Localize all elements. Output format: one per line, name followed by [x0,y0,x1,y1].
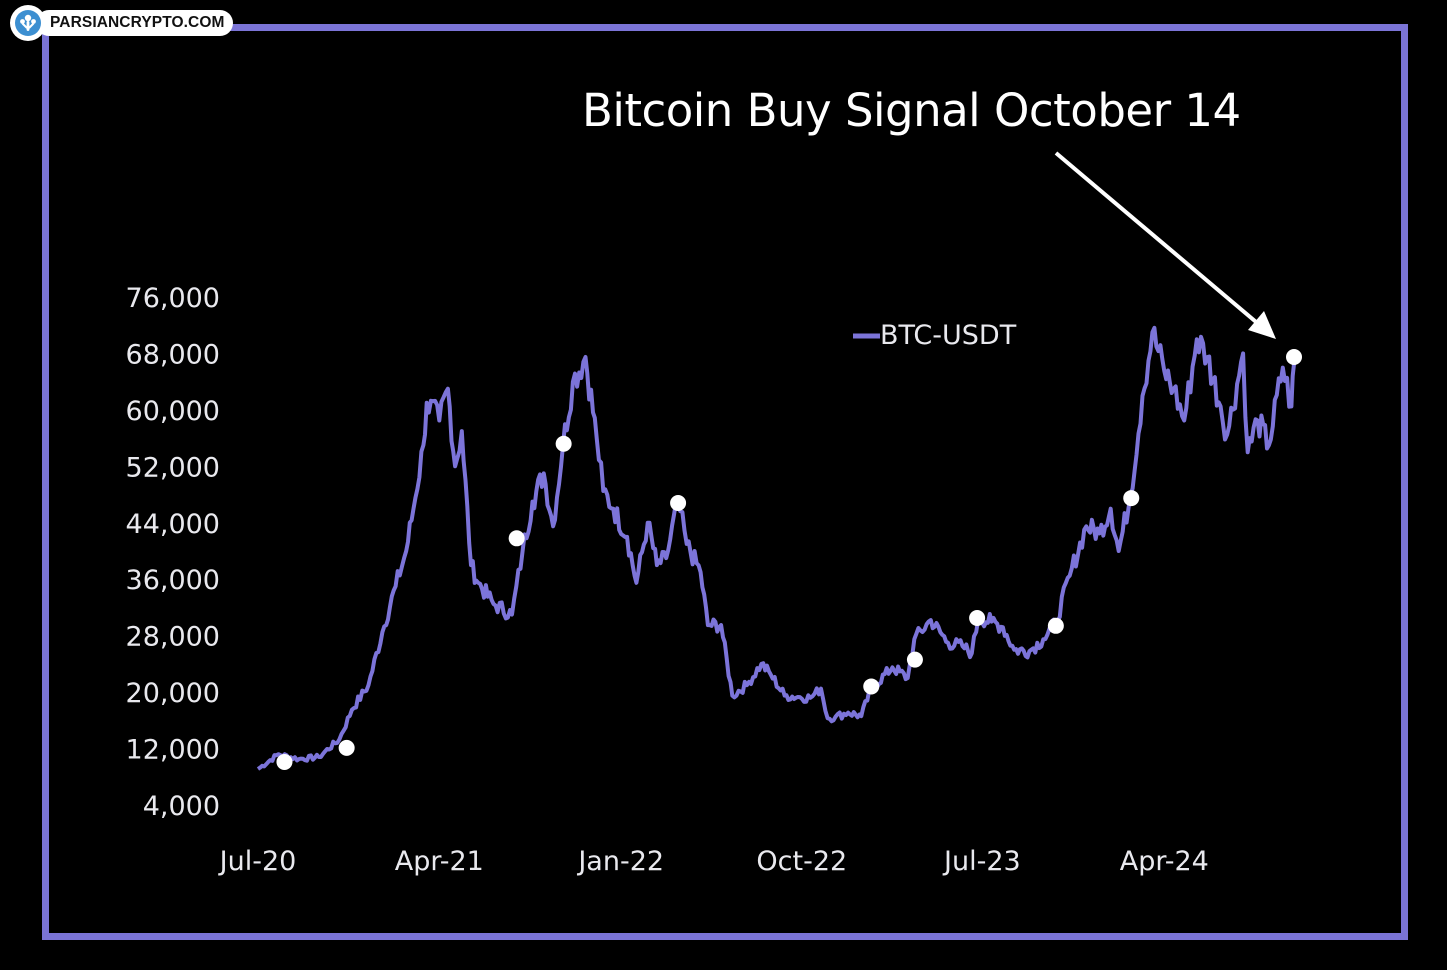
buy-signal-marker[interactable] [555,435,572,452]
buy-signal-marker[interactable] [906,651,923,668]
buy-signal-marker[interactable] [969,610,986,627]
x-tick-label: Apr-24 [1120,846,1209,877]
y-tick-label: 12,000 [126,735,220,766]
buy-signal-marker[interactable] [863,678,880,695]
legend-label[interactable]: BTC-USDT [880,320,1017,351]
buy-signal-marker[interactable] [1047,617,1064,634]
y-tick-label: 36,000 [126,565,220,596]
watermark-text: PARSIANCRYPTO.COM [50,14,225,31]
buy-signal-marker[interactable] [338,739,355,756]
buy-signal-marker[interactable] [1123,490,1140,507]
y-tick-label: 52,000 [126,452,220,483]
y-tick-label: 28,000 [126,622,220,653]
chart-frame [42,24,1408,940]
buy-signal-marker[interactable] [508,530,525,547]
x-tick-label: Oct-22 [756,846,847,877]
x-tick-label: Jul-20 [218,846,297,877]
x-axis: Jul-20 Apr-21 Jan-22 Oct-22 Jul-23 Apr-24 [218,846,1209,877]
y-tick-label: 76,000 [126,283,220,314]
btc-usdt-line [256,325,1296,771]
signal-markers [276,348,1302,770]
arrow-shaft [1054,151,1264,329]
annotation-title: Bitcoin Buy Signal October 14 [582,84,1241,137]
buy-signal-marker[interactable] [670,495,687,512]
logo-icon [10,5,46,41]
buy-signal-marker[interactable] [276,753,293,770]
annotation-arrow [1054,151,1276,339]
series-layer [256,325,1296,771]
watermark: PARSIANCRYPTO.COM [10,5,233,41]
y-axis: 76,000 68,000 60,000 52,000 44,000 36,000 28,0… [126,283,220,822]
y-tick-label: 20,000 [126,678,220,709]
watermark-label[interactable]: PARSIANCRYPTO.COM [36,10,233,36]
buy-signal-marker[interactable] [1286,348,1302,365]
x-tick-label: Apr-21 [395,846,484,877]
y-tick-label: 44,000 [126,509,220,540]
legend: BTC-USDT [853,320,1017,351]
x-tick-label: Jan-22 [576,846,664,877]
x-tick-label: Jul-23 [942,846,1021,877]
y-tick-label: 68,000 [126,339,220,370]
y-tick-label: 60,000 [126,396,220,427]
y-tick-label: 4,000 [143,791,220,822]
arrow-head [1248,311,1276,339]
